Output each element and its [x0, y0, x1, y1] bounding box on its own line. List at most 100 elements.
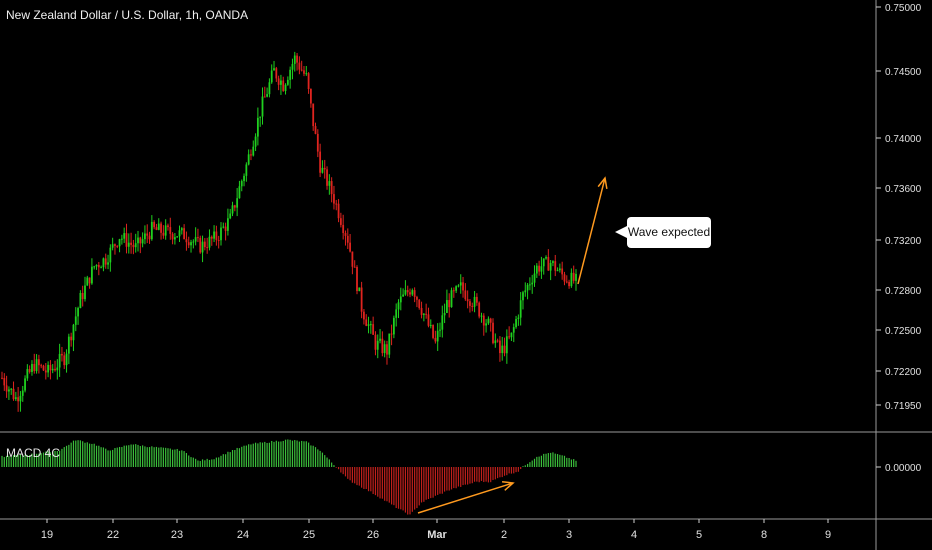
- candle: [570, 268, 573, 288]
- candle: [342, 214, 345, 240]
- candle: [545, 255, 547, 260]
- candle: [381, 331, 384, 357]
- time-tick-label: 4: [631, 529, 637, 541]
- candle: [406, 285, 409, 297]
- candle: [330, 177, 333, 203]
- candle: [240, 179, 243, 192]
- candle: [432, 324, 434, 340]
- candle: [190, 239, 192, 253]
- candle: [413, 287, 416, 303]
- candle: [356, 265, 358, 295]
- candle: [547, 249, 550, 271]
- candle: [372, 316, 375, 335]
- candle: [528, 277, 531, 291]
- candle: [369, 320, 372, 334]
- candle: [146, 224, 149, 244]
- candle: [270, 64, 273, 84]
- candle: [535, 263, 538, 278]
- candle: [455, 285, 458, 294]
- candle: [337, 199, 340, 223]
- candle: [164, 219, 167, 240]
- candle: [489, 317, 492, 332]
- time-tick-label: 3: [566, 529, 572, 541]
- candle: [139, 236, 142, 254]
- candle: [72, 323, 75, 352]
- price-tick-label: 0.74000: [885, 134, 922, 145]
- candle: [503, 337, 506, 357]
- candle: [70, 332, 73, 347]
- candle: [402, 288, 405, 297]
- candle: [104, 253, 107, 269]
- candle: [522, 290, 524, 310]
- wave-expected-callout[interactable]: Wave expected: [615, 217, 711, 248]
- candle: [8, 386, 10, 400]
- time-tick-label: 9: [825, 529, 831, 541]
- candle: [450, 287, 453, 308]
- candle: [365, 314, 368, 327]
- candle: [358, 287, 361, 292]
- macd-histogram: [1, 439, 577, 515]
- candle: [67, 333, 70, 365]
- candle: [97, 261, 100, 276]
- candle: [314, 122, 317, 135]
- candle: [452, 287, 455, 298]
- candle: [210, 235, 213, 246]
- candle: [367, 316, 370, 334]
- candle: [420, 301, 423, 319]
- candle: [116, 245, 119, 249]
- candle: [31, 360, 33, 376]
- candle: [224, 222, 227, 241]
- candle: [386, 340, 388, 365]
- candle: [510, 332, 513, 341]
- candle: [199, 235, 202, 254]
- price-tick-label: 0.72500: [885, 326, 922, 337]
- candle: [425, 303, 428, 319]
- candle: [346, 228, 349, 249]
- time-tick-label: 8: [761, 529, 767, 541]
- candle: [300, 60, 303, 72]
- candle: [399, 287, 402, 311]
- candle: [157, 218, 160, 231]
- candle: [422, 312, 425, 322]
- price-tick-label: 0.73200: [885, 236, 922, 247]
- candle: [328, 174, 331, 195]
- time-tick-label: 26: [367, 529, 379, 541]
- candle: [487, 316, 490, 325]
- candle: [125, 223, 128, 254]
- candle: [307, 72, 310, 94]
- candle: [439, 322, 441, 338]
- candle: [51, 364, 54, 374]
- candle: [446, 289, 448, 314]
- candle: [203, 238, 206, 251]
- candle: [58, 343, 61, 377]
- candle: [515, 315, 517, 329]
- candle: [508, 326, 511, 340]
- candle: [86, 275, 89, 286]
- candle: [441, 305, 444, 338]
- candle: [282, 76, 285, 92]
- candle: [150, 215, 153, 241]
- candle: [533, 265, 536, 287]
- candle: [263, 86, 266, 98]
- candle: [40, 363, 43, 369]
- candle: [231, 201, 234, 217]
- candle: [374, 331, 377, 356]
- candle: [427, 307, 430, 328]
- candle: [480, 312, 483, 323]
- candle: [17, 386, 20, 412]
- candle: [206, 237, 209, 254]
- candle: [499, 336, 501, 362]
- candle: [531, 274, 534, 294]
- projection-arrow: [577, 176, 608, 285]
- candle: [173, 233, 176, 245]
- candle: [95, 264, 98, 270]
- candle: [93, 265, 96, 270]
- candle: [114, 243, 116, 255]
- candle: [33, 353, 36, 374]
- candle: [268, 78, 271, 98]
- candle: [229, 208, 232, 220]
- candle: [505, 329, 508, 364]
- price-tick-label: 0.71950: [885, 401, 922, 412]
- candle: [494, 333, 497, 348]
